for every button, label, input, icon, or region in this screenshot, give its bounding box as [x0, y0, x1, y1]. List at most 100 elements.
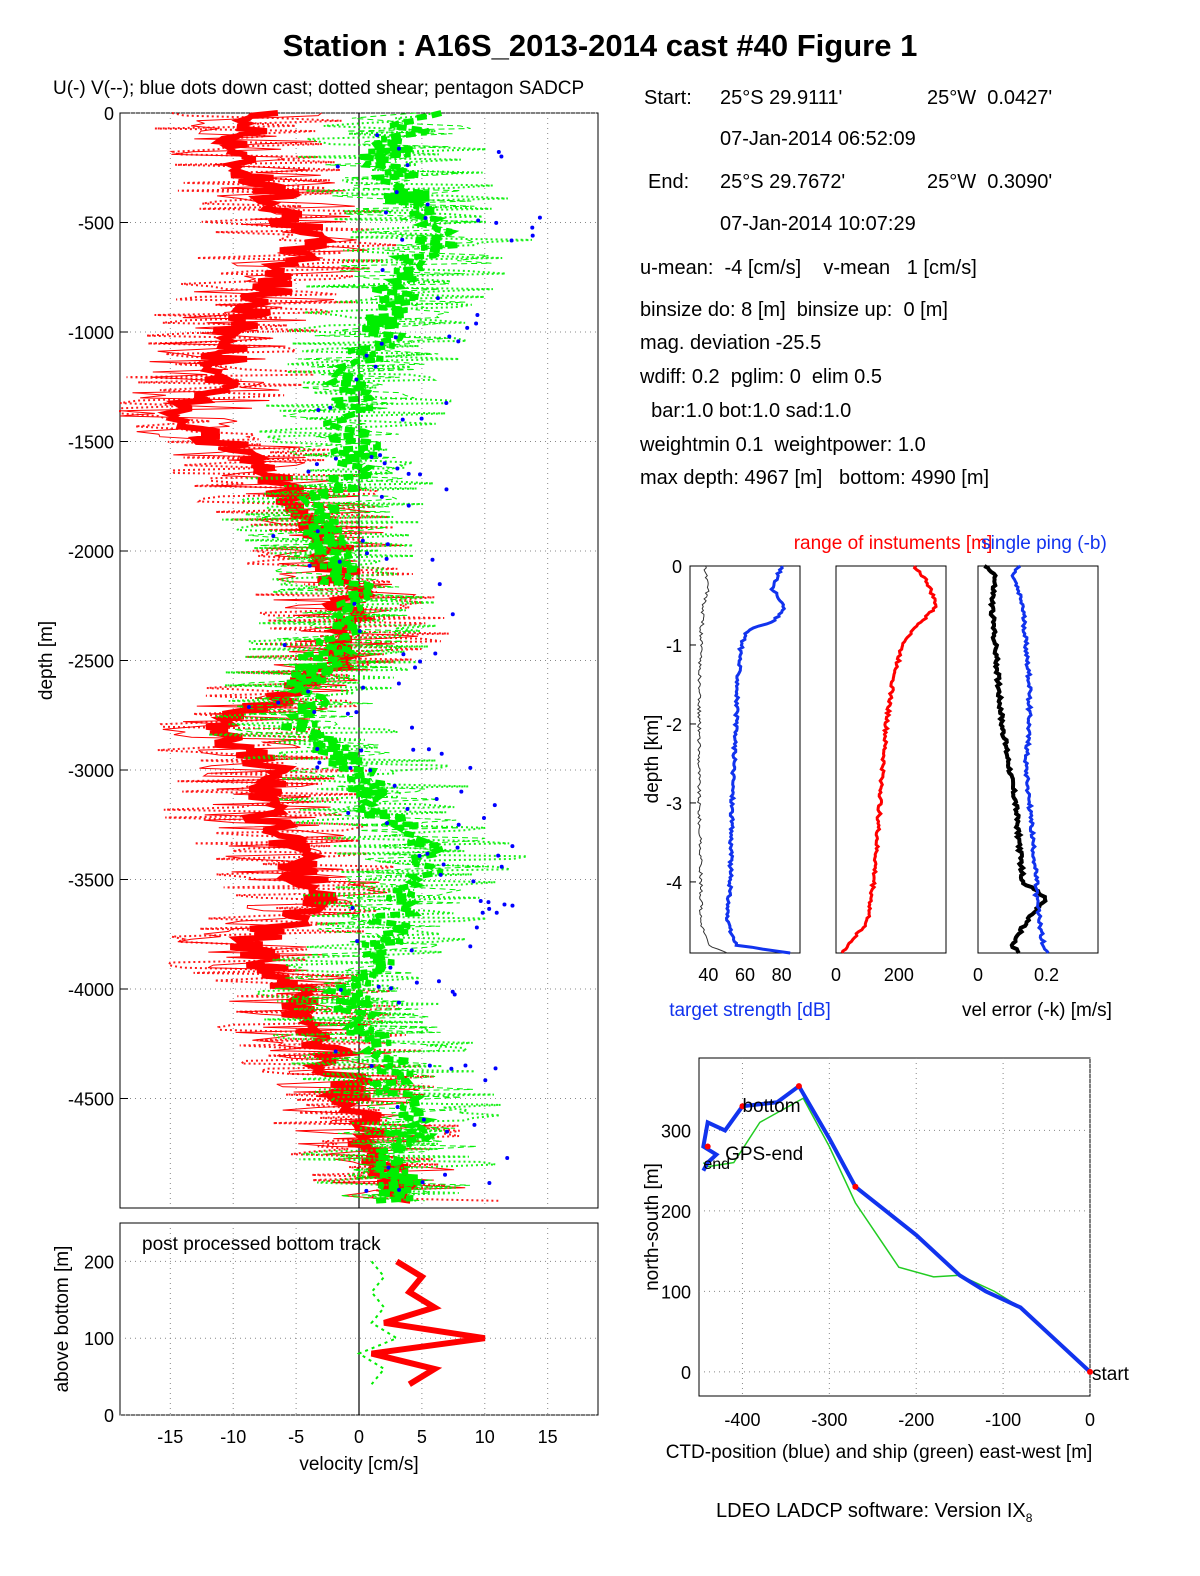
range-xtick-label: 0 [831, 965, 841, 985]
bottomtrack-xtick-label: 0 [354, 1427, 364, 1447]
downcast-dot [459, 789, 464, 794]
targetstrength-ytick-label: -4 [666, 873, 682, 893]
downcast-dot [414, 980, 419, 985]
downcast-dot [502, 902, 507, 907]
range-panel-frame [835, 565, 947, 954]
downcast-dot [409, 948, 414, 953]
downcast-dot [510, 903, 515, 908]
position-xlabel: CTD-position (blue) and ship (green) eas… [666, 1442, 1093, 1463]
downcast-dot [418, 659, 423, 664]
downcast-dot [317, 760, 322, 765]
velocity-ytick-label: 0 [104, 104, 114, 124]
bottomtrack-xlabel: velocity [cm/s] [299, 1454, 418, 1475]
start-label: Start: [644, 87, 692, 109]
downcast-dot [423, 216, 428, 221]
targetstrength-ytick-label: 0 [672, 557, 682, 577]
downcast-dot [346, 810, 351, 815]
targetstrength-xlabel: target strength [dB] [669, 1000, 831, 1021]
downcast-dot [382, 461, 387, 466]
downcast-dot [352, 601, 357, 606]
velerror-xtick-label: 0 [973, 965, 983, 985]
velocity-ytick-label: -4000 [68, 980, 114, 1000]
downcast-dot [435, 296, 440, 301]
downcast-dot [316, 408, 321, 413]
bottomtrack-xtick-label: -5 [288, 1427, 304, 1447]
downcast-dot [380, 268, 385, 273]
downcast-dot [486, 900, 491, 905]
velocity-line-V [278, 110, 460, 1204]
downcast-dot [471, 879, 476, 884]
downcast-dot [487, 906, 492, 911]
downcast-dot [369, 454, 374, 459]
downcast-dot [396, 681, 401, 686]
position-xtick-label: -300 [811, 1410, 847, 1430]
targetstrength-ylabel: depth [km] [642, 715, 663, 804]
targetstrength-panel-frame [689, 565, 801, 954]
downcast-dot [396, 1000, 401, 1005]
downcast-dot [494, 220, 499, 225]
downcast-dot [364, 353, 369, 358]
downcast-dot [378, 453, 383, 458]
downcast-dot [315, 529, 320, 534]
targetstrength-line-noise [696, 565, 728, 954]
bottomtrack-xtick-label: -10 [220, 1427, 246, 1447]
downcast-dot [445, 1129, 450, 1134]
downcast-dot [444, 400, 449, 405]
downcast-dot [376, 984, 381, 989]
velocity-ytick-label: -2000 [68, 542, 114, 562]
downcast-dot [397, 1187, 402, 1192]
downcast-dot [379, 341, 384, 346]
downcast-dot [480, 910, 485, 915]
track-marker [739, 1103, 746, 1110]
downcast-dot [306, 469, 311, 474]
downcast-dot [337, 559, 342, 564]
downcast-dot [455, 845, 460, 850]
track-marker [704, 1143, 711, 1150]
end-label: End: [648, 171, 690, 193]
downcast-dot [396, 146, 401, 151]
downcast-dot [474, 925, 479, 930]
downcast-dot [447, 334, 452, 339]
track-marker [795, 1083, 802, 1090]
downcast-dot [509, 238, 514, 243]
targetstrength-xtick-label: 60 [735, 965, 755, 985]
downcast-dot [530, 233, 535, 238]
downcast-dot [433, 651, 438, 656]
velocity-ytick-label: -500 [78, 214, 114, 234]
bar-text: bar:1.0 bot:1.0 sad:1.0 [640, 400, 852, 422]
downcast-dot [418, 472, 423, 477]
magdev-text: mag. deviation -25.5 [640, 332, 822, 354]
downcast-dot [474, 321, 479, 326]
targetstrength-line-target-strength [724, 565, 791, 955]
downcast-dot [405, 163, 410, 168]
downcast-dot [487, 1180, 492, 1185]
downcast-dot [430, 557, 435, 562]
downcast-dot [492, 803, 497, 808]
bottomtrack-xtick-label: 5 [417, 1427, 427, 1447]
downcast-dot [383, 210, 388, 215]
velerror-line-single-ping [1010, 564, 1050, 954]
velocity-ytick-label: -4500 [68, 1090, 114, 1110]
downcast-dot [468, 765, 473, 770]
downcast-dot [411, 747, 416, 752]
downcast-dot [364, 551, 369, 556]
binsize-text: binsize do: 8 [m] binsize up: 0 [m] [640, 299, 948, 321]
footer-main: LDEO LADCP software: Version IX [716, 1500, 1026, 1522]
downcast-dot [472, 1122, 477, 1127]
downcast-dot [434, 796, 439, 801]
bottomtrack-line-V [356, 1260, 399, 1385]
velocity-ytick-label: -1000 [68, 323, 114, 343]
position-xtick-label: -400 [724, 1410, 760, 1430]
downcast-dot [481, 815, 486, 820]
downcast-dot [385, 821, 390, 826]
downcast-dot [395, 1104, 400, 1109]
downcast-dot [350, 906, 355, 911]
downcast-dot [375, 133, 380, 138]
downcast-dot [494, 910, 499, 915]
downcast-dot [421, 1117, 426, 1122]
velerror-panel-frame [977, 565, 1099, 954]
downcast-dot [282, 642, 287, 647]
downcast-dot [400, 417, 405, 422]
downcast-dot [438, 872, 443, 877]
